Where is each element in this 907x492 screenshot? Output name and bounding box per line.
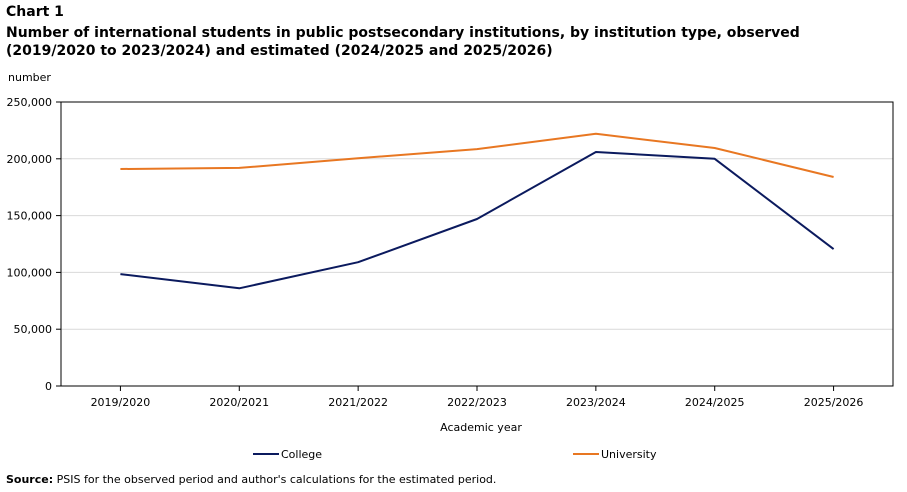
y-axis-label: number [8,71,51,84]
x-axis-label: Academic year [440,421,522,434]
x-tick-label: 2022/2023 [447,396,507,409]
gridlines [61,158,893,330]
series-line-university [120,132,834,178]
y-tick-label: 200,000 [7,153,53,166]
x-tick-label: 2019/2020 [91,396,151,409]
x-tick-label: 2020/2021 [209,396,269,409]
y-tick-label: 50,000 [14,323,53,336]
y-tick-label: 150,000 [7,210,53,223]
legend-label-university: University [601,448,657,461]
chart-label: Chart 1 [6,4,64,20]
series-line-college [120,151,835,290]
legend-label-college: College [281,448,322,461]
x-tick-label: 2021/2022 [328,396,388,409]
source-label: Source: [6,473,54,486]
x-tick-label: 2023/2024 [566,396,626,409]
y-tick-label: 0 [45,380,52,393]
x-tick-label: 2024/2025 [685,396,745,409]
chart-title: Number of international students in publ… [6,25,800,59]
y-tick-label: 100,000 [7,266,53,279]
legend: College University [253,448,657,461]
x-tick-label: 2025/2026 [804,396,864,409]
y-axis-ticks: 0 50,000 100,000 150,000 200,000 250,000 [7,96,61,393]
source-text: PSIS for the observed period and author'… [56,473,497,486]
plot-area-border [60,101,894,387]
source-note: Source: PSIS for the observed period and… [6,473,496,486]
x-axis-ticks: 2019/2020 2020/2021 2021/2022 2022/2023 2023… [91,386,864,409]
series-lines [120,132,835,290]
y-tick-label: 250,000 [7,96,53,109]
